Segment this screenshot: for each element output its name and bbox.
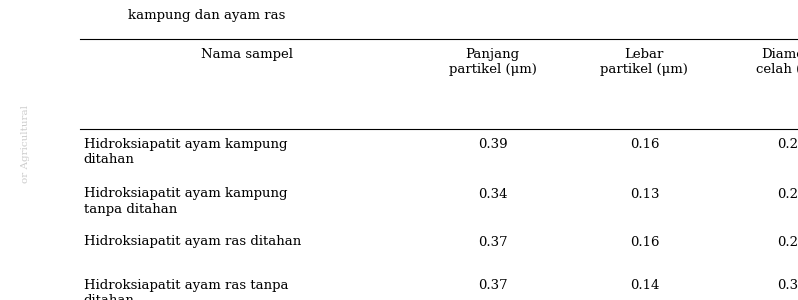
Text: Panjang
partikel (μm): Panjang partikel (μm): [448, 48, 537, 76]
Text: Nama sampel: Nama sampel: [201, 48, 294, 61]
Text: 0.16: 0.16: [630, 138, 659, 151]
Text: 0.28: 0.28: [777, 188, 798, 200]
Text: kampung dan ayam ras: kampung dan ayam ras: [128, 9, 285, 22]
Text: or Agricultural: or Agricultural: [21, 105, 30, 183]
Text: 0.13: 0.13: [630, 188, 659, 200]
Text: Diameter
celah (μm): Diameter celah (μm): [757, 48, 798, 76]
Text: Hidroksiapatit ayam ras ditahan: Hidroksiapatit ayam ras ditahan: [84, 236, 301, 263]
Text: 0.37: 0.37: [478, 236, 508, 248]
Text: Hidroksiapatit ayam kampung
tanpa ditahan: Hidroksiapatit ayam kampung tanpa ditaha…: [84, 188, 287, 215]
Text: Hidroksiapatit ayam ras tanpa
ditahan: Hidroksiapatit ayam ras tanpa ditahan: [84, 279, 288, 300]
Text: 0.16: 0.16: [630, 236, 659, 248]
Text: Hidroksiapatit ayam kampung
ditahan: Hidroksiapatit ayam kampung ditahan: [84, 138, 287, 166]
Text: 0.34: 0.34: [478, 188, 508, 200]
Text: 0.37: 0.37: [478, 279, 508, 292]
Text: 0.25: 0.25: [777, 138, 798, 151]
Text: 0.39: 0.39: [478, 138, 508, 151]
Text: 0.28: 0.28: [777, 236, 798, 248]
Text: 0.14: 0.14: [630, 279, 659, 292]
Text: Lebar
partikel (μm): Lebar partikel (μm): [600, 48, 689, 76]
Text: 0.34: 0.34: [777, 279, 798, 292]
